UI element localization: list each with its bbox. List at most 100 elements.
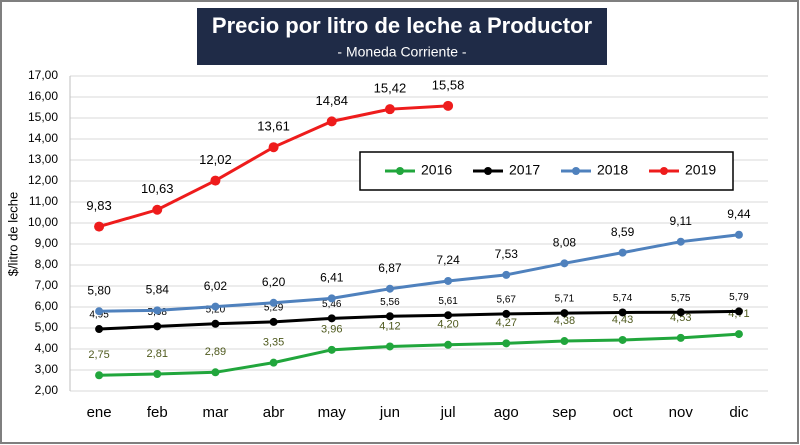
data-label: 5,71 [555, 294, 575, 305]
data-point [502, 270, 511, 279]
data-label: 9,83 [86, 198, 111, 213]
chart-subtitle: - Moneda Corriente - [337, 44, 467, 60]
legend-label: 2017 [509, 162, 540, 178]
data-label: 5,61 [438, 296, 458, 307]
x-tick-label: feb [147, 404, 168, 421]
data-point [734, 230, 743, 239]
data-label: 15,42 [374, 81, 407, 96]
x-tick-label: nov [669, 404, 694, 421]
data-point [560, 337, 569, 346]
data-point [327, 294, 336, 303]
data-point [95, 371, 104, 380]
y-tick-label: 14,00 [28, 131, 58, 145]
y-tick-label: 16,00 [28, 89, 58, 103]
data-point [211, 368, 220, 377]
data-point [385, 342, 394, 351]
y-tick-label: 2,00 [35, 383, 59, 397]
data-point [94, 221, 105, 232]
data-label: 2,75 [88, 349, 109, 361]
data-point [95, 307, 104, 316]
data-label: 6,87 [378, 261, 402, 275]
data-label: 12,02 [199, 152, 232, 167]
y-tick-label: 13,00 [28, 152, 58, 166]
data-point [384, 104, 395, 115]
data-label: 5,80 [87, 283, 111, 297]
data-point [327, 345, 336, 354]
data-point [95, 325, 104, 334]
y-tick-label: 17,00 [28, 68, 58, 82]
data-label: 3,35 [263, 337, 284, 349]
y-tick-label: 9,00 [35, 236, 59, 250]
legend-marker [484, 167, 492, 175]
x-tick-label: abr [263, 404, 285, 421]
data-point [560, 259, 569, 268]
data-point [676, 333, 685, 342]
data-point [385, 284, 394, 293]
data-point [560, 309, 569, 318]
x-tick-label: jul [440, 404, 456, 421]
data-point [153, 369, 162, 378]
data-label: 5,46 [322, 299, 342, 310]
x-tick-label: mar [202, 404, 228, 421]
data-point [327, 314, 336, 323]
y-axis-label: $/litro de leche [5, 192, 20, 277]
data-label: 15,58 [432, 77, 465, 92]
title-box [197, 8, 607, 65]
data-label: 4,20 [437, 319, 458, 331]
data-point [618, 308, 627, 317]
data-label: 5,29 [264, 303, 284, 314]
data-label: 7,53 [495, 247, 519, 261]
x-tick-label: ene [87, 404, 112, 421]
data-point [153, 322, 162, 331]
x-tick-label: oct [613, 404, 634, 421]
data-label: 13,61 [257, 119, 290, 134]
data-point [444, 340, 453, 349]
data-point [210, 175, 221, 186]
data-label: 9,11 [670, 214, 693, 228]
x-tick-label: jun [379, 404, 400, 421]
data-label: 4,53 [670, 312, 691, 324]
data-label: 2,81 [147, 348, 168, 360]
data-point [734, 307, 743, 316]
data-label: 8,59 [611, 225, 635, 239]
y-tick-label: 4,00 [35, 341, 59, 355]
data-point [676, 237, 685, 246]
data-label: 5,75 [671, 293, 691, 304]
series-line [99, 309, 739, 331]
data-point [269, 358, 278, 367]
x-tick-label: sep [552, 404, 576, 421]
data-label: 6,02 [204, 279, 228, 293]
data-point [618, 248, 627, 257]
data-label: 14,84 [315, 93, 348, 108]
data-point [385, 312, 394, 321]
data-point [211, 302, 220, 311]
data-label: 4,12 [379, 320, 400, 332]
data-point [269, 317, 278, 326]
data-label: 4,27 [496, 317, 517, 329]
y-tick-label: 11,00 [29, 194, 58, 208]
data-label: 4,38 [554, 315, 575, 327]
data-point [618, 335, 627, 344]
data-point [269, 298, 278, 307]
chart-title: Precio por litro de leche a Productor [212, 13, 593, 38]
data-point [326, 116, 337, 127]
data-label: 2,89 [205, 346, 226, 358]
y-tick-label: 3,00 [35, 362, 59, 376]
y-tick-label: 5,00 [35, 320, 59, 334]
y-tick-label: 15,00 [28, 110, 58, 124]
legend-marker [396, 167, 404, 175]
series-line [99, 332, 740, 377]
data-point [502, 309, 511, 318]
data-point [211, 319, 220, 328]
legend-marker [660, 167, 668, 175]
y-tick-label: 8,00 [35, 257, 59, 271]
data-point [676, 308, 685, 317]
legend-marker [572, 167, 580, 175]
data-point [268, 142, 279, 153]
data-point [443, 100, 454, 111]
data-label: 5,74 [613, 293, 633, 304]
series-line [99, 233, 740, 313]
data-label: 7,24 [436, 253, 460, 267]
